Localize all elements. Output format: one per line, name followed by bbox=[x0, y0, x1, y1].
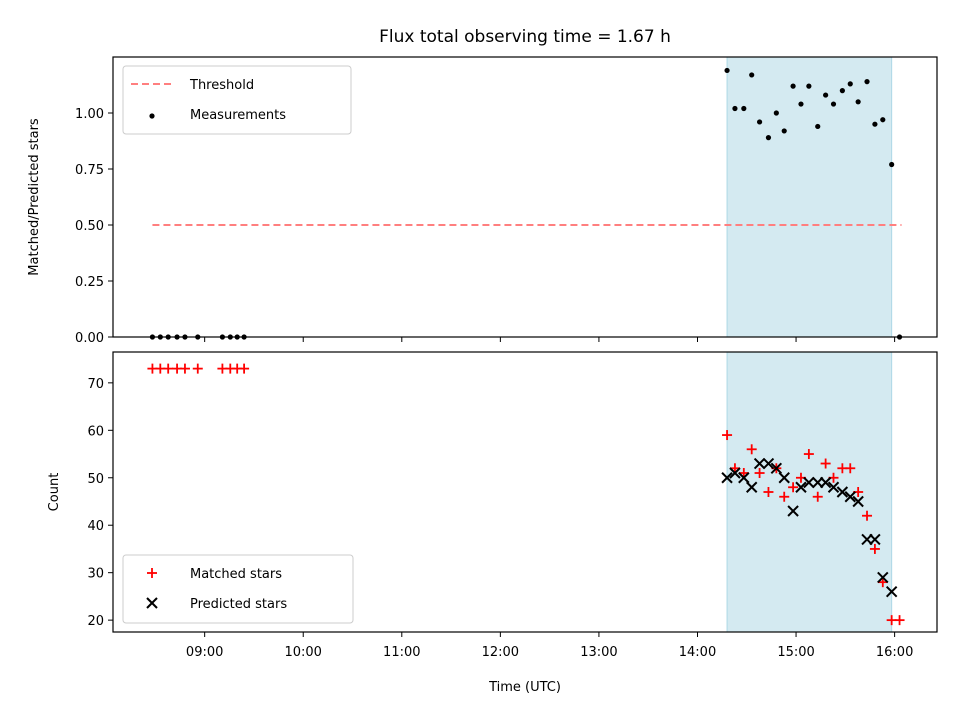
x-tick-label: 16:00 bbox=[876, 645, 913, 660]
y-tick-label: 0.25 bbox=[75, 275, 104, 290]
predicted-star-marker bbox=[753, 457, 766, 470]
x-tick-label: 12:00 bbox=[482, 645, 519, 660]
measurement-point bbox=[872, 121, 878, 127]
predicted-star-marker bbox=[770, 462, 783, 474]
legend: Matched stars Predicted stars bbox=[122, 554, 354, 624]
matched-star-marker bbox=[803, 449, 814, 460]
y-tick-label: 0.75 bbox=[75, 163, 104, 178]
measurement-point bbox=[798, 101, 804, 107]
matched-star-marker bbox=[812, 491, 823, 502]
measurement-point bbox=[839, 88, 845, 94]
predicted-star-marker bbox=[721, 472, 733, 484]
predicted-star-marker bbox=[819, 476, 832, 489]
measurement-point bbox=[880, 117, 886, 123]
matched-star-marker bbox=[869, 543, 880, 554]
predicted-star-marker bbox=[795, 481, 807, 493]
y-tick-label: 30 bbox=[87, 567, 104, 582]
matched-star-marker bbox=[845, 463, 856, 474]
measurement-point bbox=[781, 128, 787, 134]
x-tick-label: 14:00 bbox=[679, 645, 716, 660]
measurement-point bbox=[806, 83, 812, 89]
axes-frame bbox=[112, 56, 938, 338]
y-tick-label: 60 bbox=[87, 424, 104, 439]
predicted-star-marker bbox=[729, 467, 741, 479]
y-tick-label: 0.00 bbox=[75, 331, 104, 346]
predicted-star-marker bbox=[787, 505, 799, 517]
x-tick-label: 15:00 bbox=[777, 645, 814, 660]
matched-star-marker bbox=[746, 444, 757, 455]
observing-window-band bbox=[726, 351, 893, 633]
matched-star-marker bbox=[192, 363, 203, 374]
measurement-point bbox=[756, 119, 763, 125]
matched-star-marker bbox=[722, 430, 733, 441]
predicted-star-marker bbox=[869, 533, 881, 546]
bottom-panel: 20 30 40 50 60 70 09:00 10:00 11:00 12:00 13:00 14:… bbox=[47, 351, 938, 660]
predicted-star-marker bbox=[885, 585, 898, 598]
measurement-point bbox=[847, 81, 853, 87]
predicted-star-marker bbox=[836, 486, 849, 498]
legend-label: Threshold bbox=[189, 78, 254, 93]
y-tick-label: 0.50 bbox=[75, 219, 104, 234]
measurement-point bbox=[741, 105, 747, 112]
measurement-point bbox=[749, 72, 755, 78]
y-axis-label: Matched/Predicted stars bbox=[27, 118, 42, 276]
predicted-star-marker bbox=[762, 457, 775, 470]
matched-star-marker bbox=[163, 363, 174, 374]
legend-label: Predicted stars bbox=[190, 597, 287, 612]
y-tick-label: 50 bbox=[87, 472, 104, 487]
legend-label: Matched stars bbox=[190, 567, 282, 582]
predicted-star-marker bbox=[852, 495, 864, 508]
legend-label: Measurements bbox=[190, 108, 286, 123]
measurement-point bbox=[765, 135, 772, 141]
matched-star-marker bbox=[239, 363, 250, 374]
measurement-point bbox=[732, 105, 738, 112]
measurement-point bbox=[889, 161, 895, 168]
predicted-star-marker bbox=[778, 472, 790, 484]
matched-star-marker bbox=[862, 510, 873, 521]
legend-box bbox=[122, 554, 354, 624]
measurement-point bbox=[823, 92, 829, 98]
legend: Threshold Measurements bbox=[122, 65, 352, 135]
top-panel: 0.00 0.25 0.50 0.75 1.00 Matched/Predicted st… bbox=[27, 56, 938, 346]
measurement-point bbox=[815, 123, 821, 130]
predicted-star-marker bbox=[877, 571, 889, 584]
x-tick-label: 09:00 bbox=[186, 645, 223, 660]
matched-star-marker bbox=[763, 487, 774, 497]
y-axis-label: Count bbox=[47, 473, 62, 512]
predicted-star-marker bbox=[803, 476, 815, 489]
x-tick-label: 11:00 bbox=[383, 645, 420, 660]
legend-box bbox=[122, 65, 352, 135]
matched-star-marker bbox=[179, 363, 190, 374]
measurement-point bbox=[773, 110, 779, 116]
matched-star-marker bbox=[820, 458, 831, 469]
matched-star-marker bbox=[894, 615, 905, 626]
y-tick-label: 20 bbox=[87, 614, 104, 629]
chart-title: Flux total observing time = 1.67 h bbox=[379, 27, 671, 47]
matched-star-marker bbox=[788, 482, 799, 493]
legend-matched-swatch bbox=[147, 568, 157, 578]
predicted-star-marker bbox=[745, 481, 758, 493]
x-tick-label: 13:00 bbox=[580, 645, 617, 660]
y-tick-label: 1.00 bbox=[75, 107, 104, 122]
legend-predicted-swatch bbox=[146, 597, 158, 609]
series-predicted-stars bbox=[721, 457, 898, 598]
y-tick-label: 40 bbox=[87, 519, 104, 534]
measurement-point bbox=[864, 79, 870, 85]
predicted-star-marker bbox=[738, 472, 750, 484]
x-axis-label: Time (UTC) bbox=[488, 680, 561, 695]
x-tick-label: 10:00 bbox=[284, 645, 321, 660]
measurement-point bbox=[790, 83, 796, 89]
legend-measurement-swatch bbox=[149, 113, 155, 119]
measurement-point bbox=[855, 99, 861, 105]
measurement-point bbox=[830, 101, 837, 107]
observing-window-band bbox=[726, 56, 893, 338]
predicted-star-marker bbox=[844, 491, 856, 503]
measurement-point bbox=[724, 67, 730, 74]
matched-star-marker bbox=[754, 468, 765, 479]
axes-frame bbox=[112, 351, 938, 633]
predicted-star-marker bbox=[827, 481, 840, 493]
y-tick-label: 70 bbox=[87, 377, 104, 392]
matched-star-marker bbox=[779, 491, 790, 502]
